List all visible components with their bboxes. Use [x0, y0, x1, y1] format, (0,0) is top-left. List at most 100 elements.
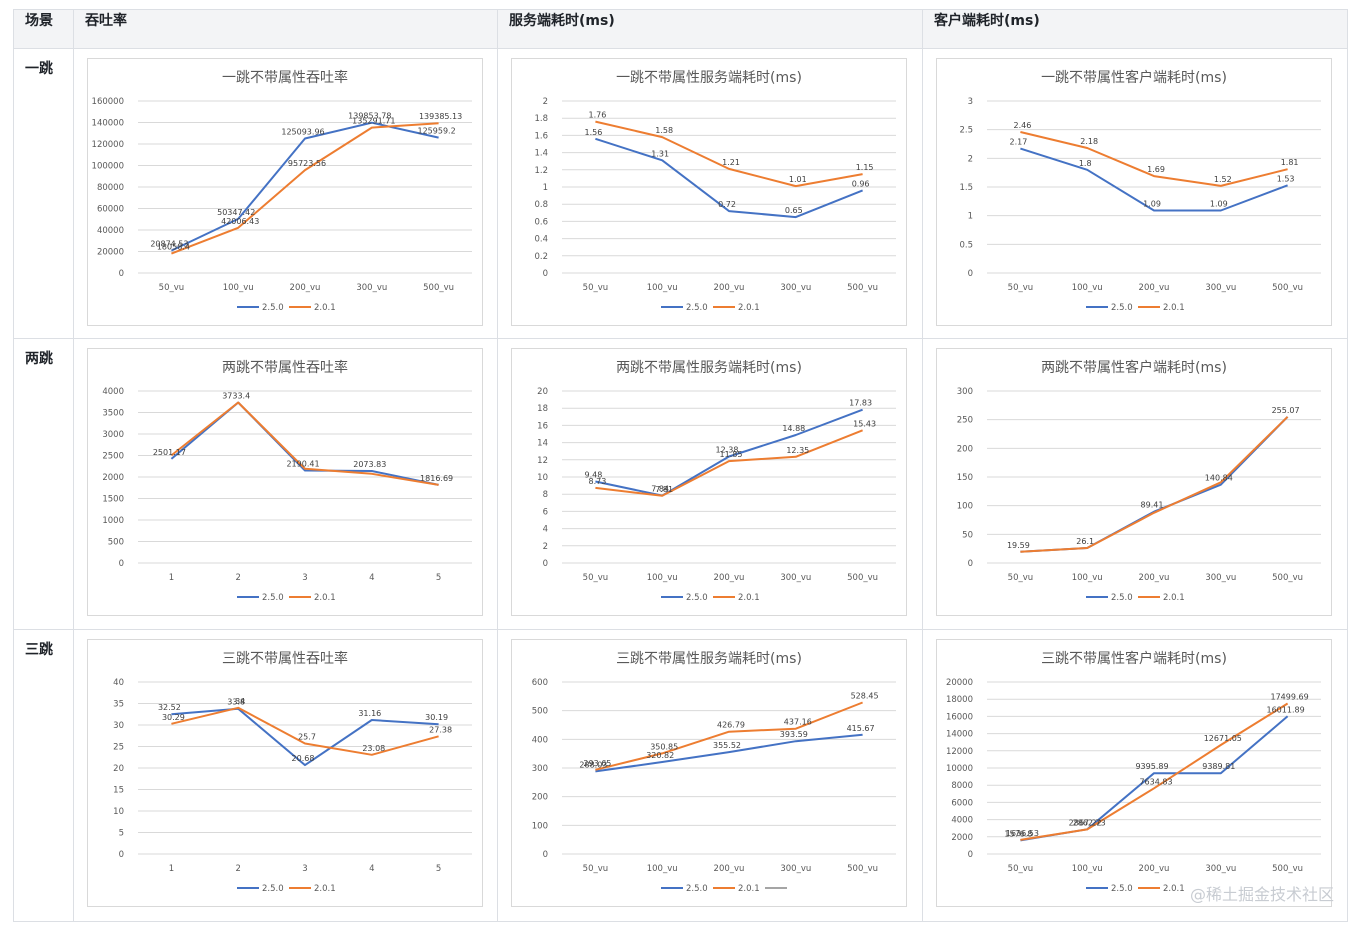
y-tick-label: 100000: [92, 162, 124, 172]
data-label: 12.35: [786, 446, 809, 455]
x-tick-label: 500_vu: [1272, 283, 1303, 293]
y-tick-label: 160000: [92, 97, 124, 107]
x-tick-label: 100_vu: [1072, 573, 1103, 583]
data-label: 0.65: [785, 206, 803, 215]
y-tick-label: 5: [119, 829, 124, 839]
x-tick-label: 50_vu: [1008, 864, 1033, 874]
data-label: 1576.8: [1004, 829, 1032, 838]
data-label: 32.52: [158, 703, 181, 712]
watermark: @稀土掘金技术社区: [1189, 885, 1334, 904]
x-tick-label: 100_vu: [223, 283, 254, 293]
y-tick-label: 40: [113, 678, 124, 688]
data-label: 8.73: [588, 477, 606, 486]
data-label: 1.15: [856, 163, 874, 172]
data-label: 95723.56: [288, 159, 326, 168]
data-label: 9395.89: [1135, 762, 1168, 771]
series-line-2.5.0: [595, 408, 863, 497]
chart-one-hop-client: 一跳不带属性客户端耗时(ms) 0 0.5 1 1.5 2 2.5 3 50_vu 100_vu 2…: [936, 58, 1332, 326]
y-tick-label: 2000: [951, 833, 973, 843]
y-tick-label: 80000: [97, 183, 124, 193]
x-tick-label: 500_vu: [847, 573, 878, 583]
y-tick-label: 0: [543, 850, 548, 860]
y-tick-label: 200: [532, 793, 548, 803]
y-tick-label: 15: [113, 786, 124, 796]
y-tick-label: 200: [957, 444, 973, 454]
data-label: 2073.83: [353, 460, 386, 469]
y-tick-label: 1.5: [959, 183, 973, 193]
y-tick-label: 0: [543, 559, 548, 569]
legend-label: 2.0.1: [314, 303, 336, 313]
data-label: 1.56: [584, 128, 602, 137]
y-tick-label: 10000: [946, 764, 973, 774]
x-tick-label: 2: [235, 864, 240, 874]
y-tick-label: 300: [532, 764, 548, 774]
chart-title: 一跳不带属性客户端耗时(ms): [1041, 69, 1227, 86]
x-tick-label: 50_vu: [1008, 283, 1033, 293]
data-label: 393.59: [780, 730, 808, 739]
y-tick-label: 0.5: [959, 240, 973, 250]
y-tick-label: 16000: [946, 712, 973, 722]
series-line-2.0.1: [595, 120, 863, 188]
y-tick-label: 3: [968, 97, 973, 107]
header-server-latency: 服务端耗时(ms): [497, 9, 923, 49]
y-tick-label: 8: [543, 490, 548, 500]
legend-label: 2.5.0: [686, 884, 708, 894]
chart-svg: 两跳不带属性服务端耗时(ms) 0 2 4 6 8 10 12 14 16 18 20 50_vu 100…: [537, 360, 896, 603]
y-tick-label: 1500: [102, 495, 124, 505]
x-tick-label: 100_vu: [647, 283, 678, 293]
data-label: 26.1: [1076, 537, 1094, 546]
x-tick-label: 4: [369, 864, 374, 874]
y-tick-label: 4: [543, 525, 548, 535]
table-row: 一跳 一跳不带属性吞吐率 0 20000 40000 60000 80000 100000 1…: [13, 48, 1348, 339]
data-label: 89.41: [1141, 501, 1164, 510]
chart-three-hop-throughput: 三跳不带属性吞吐率 0 5 10 15 20 25 30 35 40 1 2 3 4 5 32.52 33.8 2…: [87, 639, 483, 907]
y-tick-label: 1.4: [534, 149, 548, 159]
chart-title: 两跳不带属性服务端耗时(ms): [616, 360, 802, 376]
x-tick-label: 100_vu: [1072, 864, 1103, 874]
y-tick-label: 0: [119, 559, 124, 569]
x-tick-label: 300_vu: [1205, 573, 1236, 583]
data-label: 437.16: [784, 718, 812, 727]
y-tick-label: 0: [968, 850, 973, 860]
x-tick-label: 500_vu: [847, 864, 878, 874]
scene-label: 两跳: [13, 338, 74, 630]
y-tick-label: 20: [113, 764, 124, 774]
y-tick-label: 0.2: [534, 252, 548, 262]
x-tick-label: 200_vu: [1139, 283, 1170, 293]
chart-title: 两跳不带属性客户端耗时(ms): [1041, 359, 1227, 376]
data-label: 12671.05: [1204, 734, 1242, 743]
chart-svg: 三跳不带属性客户端耗时(ms) 0 2000 4000 6000 8000 10000 120…: [946, 650, 1321, 894]
x-tick-label: 5: [436, 864, 441, 874]
chart-one-hop-throughput: 一跳不带属性吞吐率 0 20000 40000 60000 80000 100000 1200…: [87, 58, 483, 326]
data-label: 7634.83: [1139, 777, 1172, 786]
x-tick-label: 1: [169, 864, 174, 874]
x-tick-label: 100_vu: [647, 864, 678, 874]
data-label: 1.58: [655, 126, 673, 135]
y-tick-label: 20000: [97, 248, 124, 258]
chart-svg: 两跳不带属性吞吐率 0 500 1000 1500 2000 2500 3000 3500 400…: [102, 359, 472, 603]
series-line-2.0.1: [171, 122, 439, 255]
y-tick-label: 20000: [946, 678, 973, 688]
series-line-2.5.0: [170, 121, 439, 252]
series-line-2.5.0: [1020, 416, 1289, 553]
data-label: 255.07: [1272, 406, 1300, 415]
data-label: 16011.89: [1267, 705, 1305, 714]
data-label: 19.59: [1007, 541, 1030, 550]
series-line-2.5.0: [171, 707, 439, 767]
data-label: 350.85: [650, 742, 678, 751]
y-tick-label: 2: [543, 97, 548, 107]
data-label: 1.81: [1281, 158, 1299, 167]
y-tick-label: 60000: [97, 205, 124, 215]
series-line-2.0.1: [1020, 416, 1289, 553]
data-label: 50347.42: [217, 208, 255, 217]
y-tick-label: 40000: [97, 226, 124, 236]
data-label: 23.08: [362, 744, 385, 753]
y-tick-label: 12000: [946, 747, 973, 757]
series-line-2.0.1: [595, 429, 863, 497]
x-tick-label: 300_vu: [780, 573, 811, 583]
legend-label: 2.0.1: [738, 303, 760, 313]
series-line-2.0.1: [170, 401, 439, 486]
y-tick-label: 100: [957, 502, 973, 512]
legend-label: 2.5.0: [262, 593, 284, 603]
